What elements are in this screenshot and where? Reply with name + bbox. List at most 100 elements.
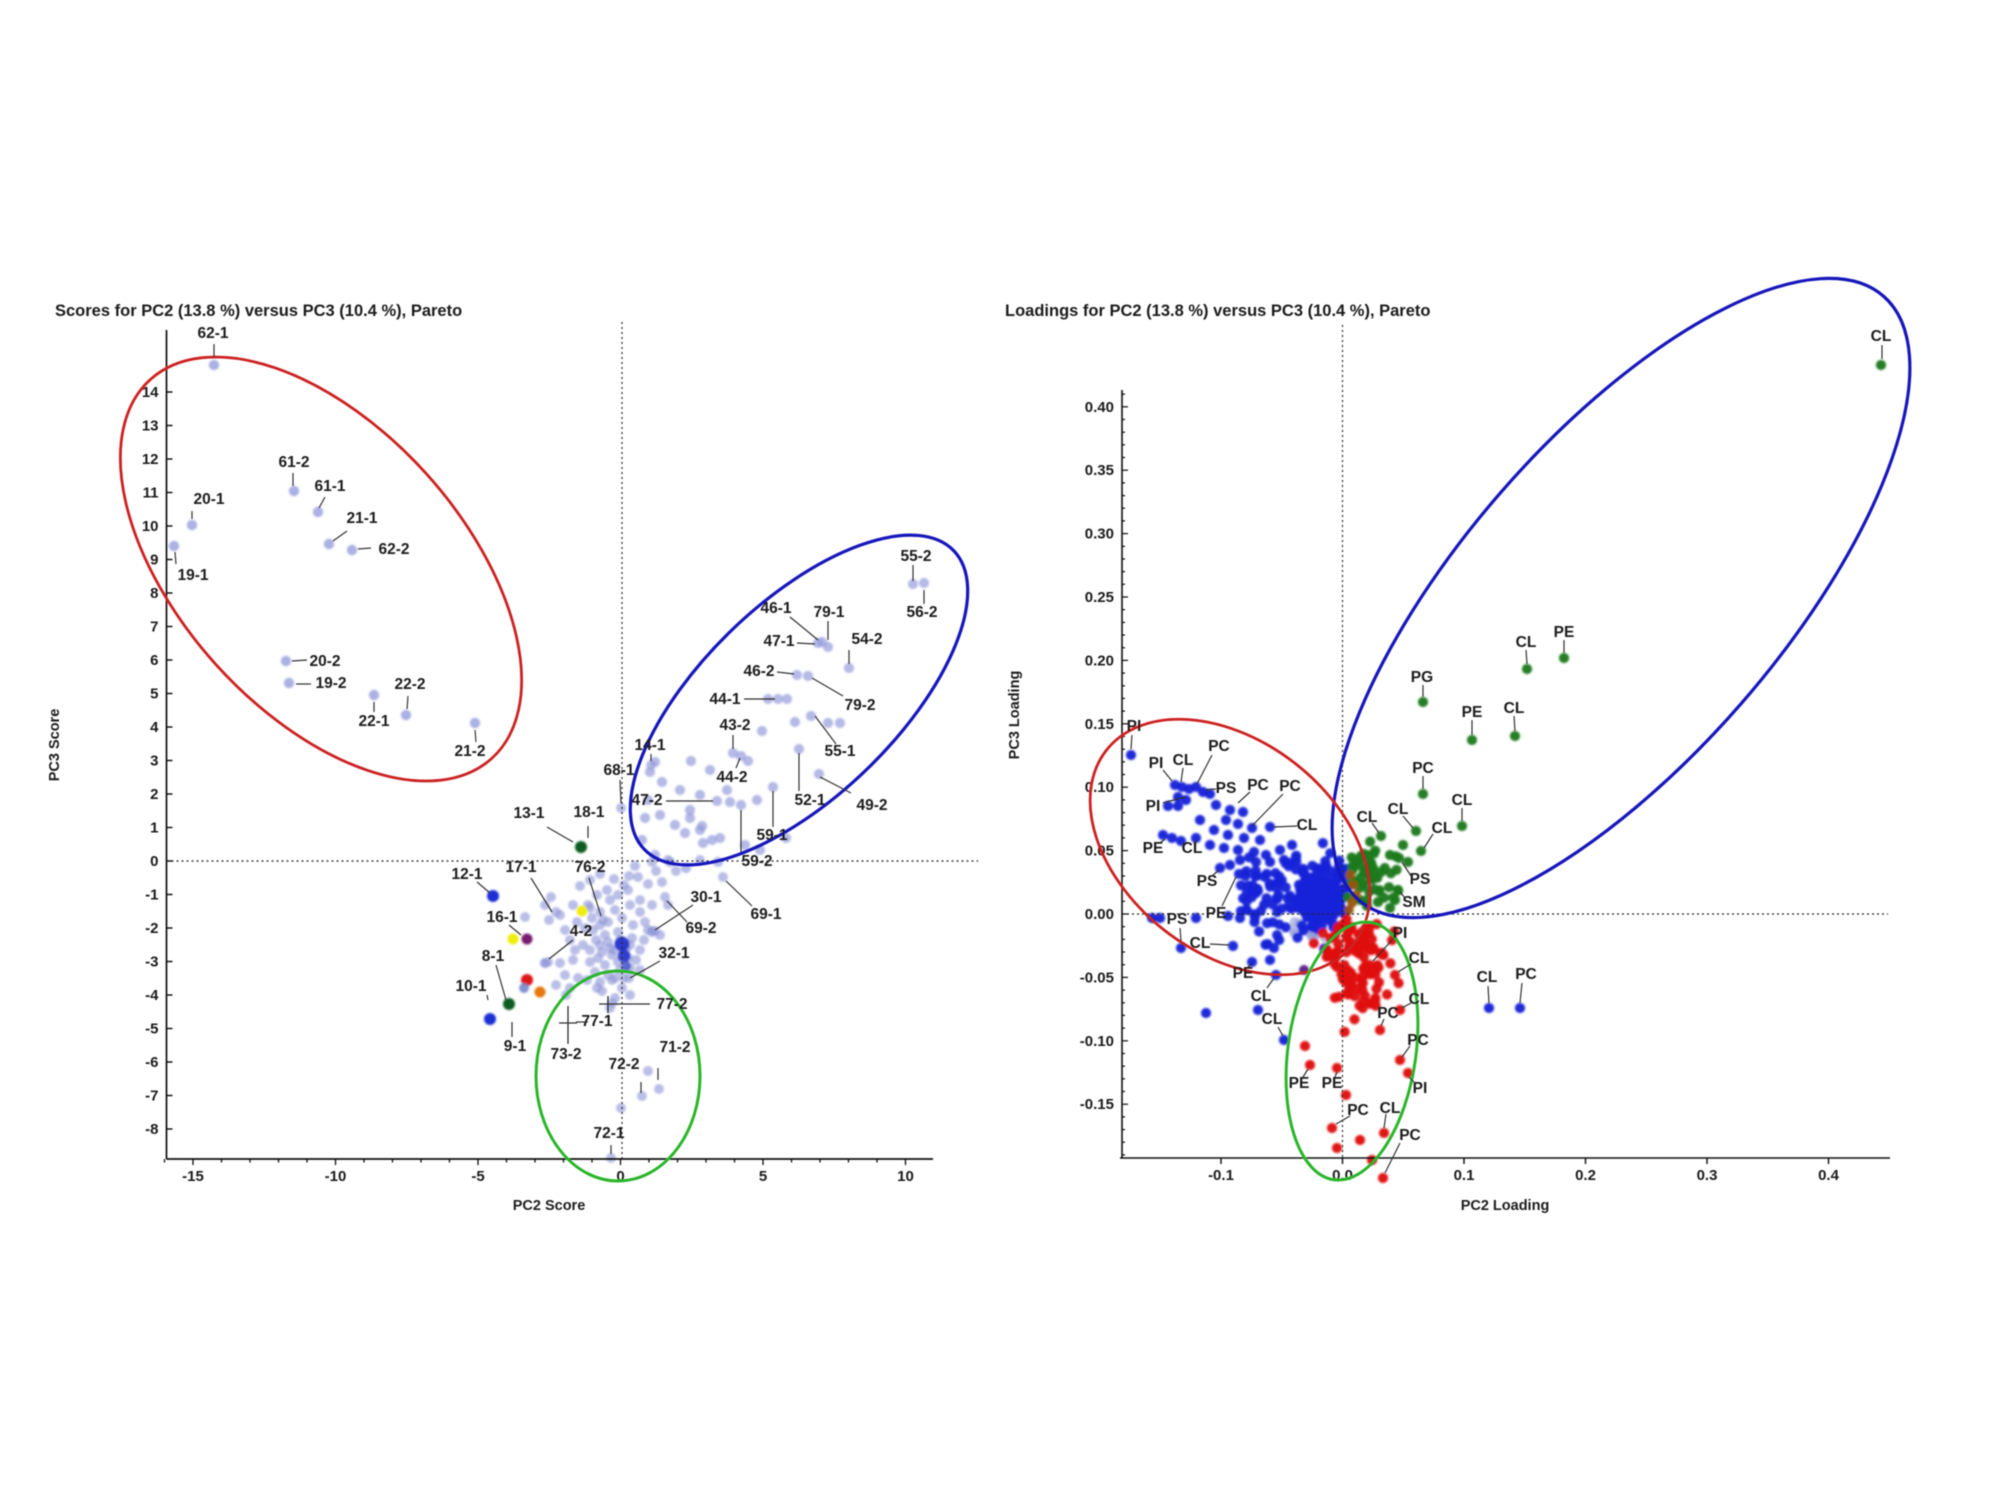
svg-text:55-1: 55-1 [824, 743, 855, 760]
svg-text:77-2: 77-2 [656, 996, 687, 1013]
svg-text:17-1: 17-1 [505, 859, 536, 876]
svg-text:PI: PI [1127, 718, 1142, 735]
svg-text:0.40: 0.40 [1085, 399, 1114, 416]
svg-text:6: 6 [150, 652, 158, 669]
svg-text:8: 8 [150, 585, 158, 602]
svg-text:59-1: 59-1 [756, 827, 787, 844]
svg-text:0.0: 0.0 [1332, 1167, 1353, 1184]
svg-text:-3: -3 [145, 954, 158, 971]
svg-text:79-1: 79-1 [813, 604, 844, 621]
svg-text:32-1: 32-1 [658, 945, 689, 962]
svg-text:PC2 Score: PC2 Score [513, 1198, 586, 1214]
svg-text:Loadings for PC2 (13.8 %) vers: Loadings for PC2 (13.8 %) versus PC3 (10… [1005, 302, 1430, 320]
svg-text:0.1: 0.1 [1454, 1167, 1475, 1184]
svg-text:22-2: 22-2 [394, 676, 425, 693]
svg-text:9-1: 9-1 [504, 1038, 527, 1055]
svg-text:-1: -1 [145, 887, 158, 904]
svg-text:PC: PC [1347, 1102, 1369, 1119]
svg-text:0.35: 0.35 [1085, 462, 1114, 479]
svg-text:19-2: 19-2 [315, 675, 346, 692]
svg-text:-10: -10 [325, 1168, 347, 1185]
svg-text:8-1: 8-1 [482, 948, 505, 965]
svg-text:4: 4 [150, 719, 159, 736]
svg-text:-5: -5 [145, 1021, 158, 1038]
svg-text:CL: CL [1251, 988, 1272, 1005]
svg-text:5: 5 [150, 686, 158, 703]
svg-text:CL: CL [1409, 950, 1430, 967]
svg-text:61-1: 61-1 [314, 478, 345, 495]
svg-text:PE: PE [1289, 1075, 1310, 1092]
svg-text:69-2: 69-2 [685, 920, 716, 937]
svg-text:PS: PS [1167, 911, 1188, 928]
svg-text:72-1: 72-1 [593, 1125, 624, 1142]
svg-text:PC3 Loading: PC3 Loading [1007, 671, 1023, 760]
svg-text:PS: PS [1410, 871, 1431, 888]
svg-text:46-2: 46-2 [743, 663, 774, 680]
svg-text:CL: CL [1871, 328, 1892, 345]
svg-text:CL: CL [1357, 809, 1378, 826]
svg-text:CL: CL [1182, 840, 1203, 857]
svg-text:16-1: 16-1 [486, 909, 517, 926]
svg-text:0.00: 0.00 [1085, 906, 1114, 923]
svg-text:55-2: 55-2 [900, 548, 931, 565]
svg-text:14: 14 [142, 384, 159, 401]
svg-text:PE: PE [1206, 905, 1227, 922]
svg-text:52-1: 52-1 [794, 792, 825, 809]
svg-text:PC: PC [1399, 1127, 1421, 1144]
svg-text:20-1: 20-1 [193, 491, 224, 508]
svg-text:1: 1 [150, 820, 158, 837]
svg-text:PE: PE [1554, 624, 1575, 641]
svg-text:73-2: 73-2 [550, 1046, 581, 1063]
svg-text:14-1: 14-1 [634, 737, 665, 754]
svg-text:22-1: 22-1 [358, 713, 389, 730]
svg-text:49-2: 49-2 [856, 797, 887, 814]
svg-text:0.2: 0.2 [1575, 1167, 1596, 1184]
svg-text:69-1: 69-1 [750, 906, 781, 923]
svg-text:0.05: 0.05 [1085, 843, 1114, 860]
svg-text:44-2: 44-2 [716, 769, 747, 786]
svg-text:10: 10 [897, 1168, 914, 1185]
svg-text:72-2: 72-2 [608, 1056, 639, 1073]
svg-text:PI: PI [1393, 925, 1408, 942]
svg-text:0: 0 [616, 1168, 624, 1185]
svg-text:PI: PI [1146, 798, 1161, 815]
svg-text:46-1: 46-1 [760, 600, 791, 617]
svg-text:4-2: 4-2 [570, 923, 592, 940]
svg-text:PC3 Score: PC3 Score [47, 709, 63, 782]
svg-text:7: 7 [150, 619, 158, 636]
svg-text:PI: PI [1149, 755, 1164, 772]
svg-text:59-2: 59-2 [741, 853, 772, 870]
svg-text:PC: PC [1412, 760, 1434, 777]
svg-text:19-1: 19-1 [177, 567, 208, 584]
svg-text:PC: PC [1407, 1032, 1429, 1049]
svg-text:-0.1: -0.1 [1208, 1167, 1234, 1184]
svg-text:-2: -2 [145, 920, 158, 937]
svg-text:12-1: 12-1 [451, 866, 482, 883]
svg-text:21-1: 21-1 [346, 510, 377, 527]
svg-text:-15: -15 [182, 1168, 204, 1185]
svg-text:21-2: 21-2 [454, 743, 485, 760]
svg-text:PC: PC [1377, 1005, 1399, 1022]
svg-text:61-2: 61-2 [278, 454, 309, 471]
svg-text:-5: -5 [471, 1168, 484, 1185]
svg-text:71-2: 71-2 [659, 1039, 690, 1056]
svg-text:0.3: 0.3 [1697, 1167, 1718, 1184]
svg-text:PC: PC [1515, 966, 1537, 983]
svg-text:0.20: 0.20 [1085, 652, 1114, 669]
svg-text:0.30: 0.30 [1085, 526, 1114, 543]
svg-text:-0.10: -0.10 [1080, 1033, 1114, 1050]
svg-text:SM: SM [1402, 894, 1425, 911]
svg-text:11: 11 [143, 485, 159, 502]
svg-text:-0.05: -0.05 [1080, 969, 1114, 986]
svg-text:PE: PE [1233, 965, 1254, 982]
svg-text:CL: CL [1452, 792, 1473, 809]
svg-text:0.25: 0.25 [1085, 589, 1114, 606]
svg-text:54-2: 54-2 [851, 631, 882, 648]
svg-text:10-1: 10-1 [455, 978, 486, 995]
svg-text:CL: CL [1432, 820, 1453, 837]
svg-text:13: 13 [142, 418, 159, 435]
svg-text:CL: CL [1262, 1011, 1283, 1028]
svg-text:13-1: 13-1 [513, 805, 544, 822]
svg-text:CL: CL [1190, 935, 1211, 952]
svg-text:-7: -7 [145, 1088, 158, 1105]
